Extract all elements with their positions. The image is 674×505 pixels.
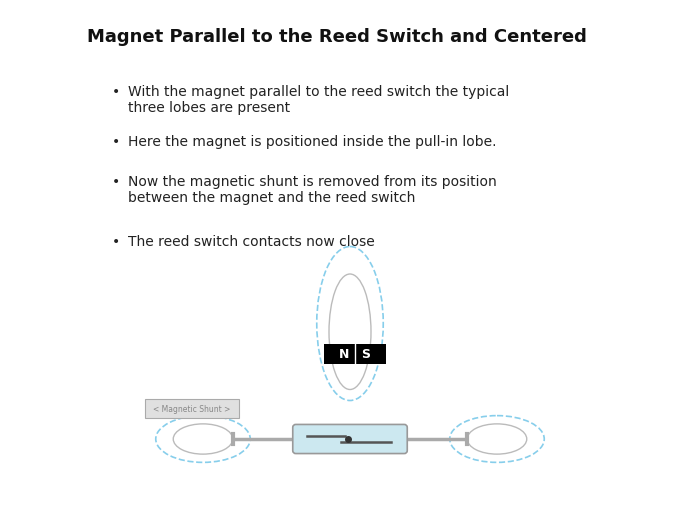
Text: •: • bbox=[112, 234, 120, 248]
FancyBboxPatch shape bbox=[145, 399, 239, 419]
Text: •: • bbox=[112, 135, 120, 148]
Text: Now the magnetic shunt is removed from its position
between the magnet and the r: Now the magnetic shunt is removed from i… bbox=[128, 175, 497, 205]
Text: < Magnetic Shunt >: < Magnetic Shunt > bbox=[153, 405, 231, 414]
Text: Here the magnet is positioned inside the pull-in lobe.: Here the magnet is positioned inside the… bbox=[128, 135, 497, 148]
Text: Magnet Parallel to the Reed Switch and Centered: Magnet Parallel to the Reed Switch and C… bbox=[87, 28, 587, 46]
Text: •: • bbox=[112, 85, 120, 99]
Text: •: • bbox=[112, 175, 120, 189]
Text: N: N bbox=[339, 347, 349, 361]
Text: The reed switch contacts now close: The reed switch contacts now close bbox=[128, 234, 375, 248]
FancyBboxPatch shape bbox=[293, 425, 407, 453]
FancyBboxPatch shape bbox=[324, 344, 386, 364]
Text: With the magnet parallel to the reed switch the typical
three lobes are present: With the magnet parallel to the reed swi… bbox=[128, 85, 510, 115]
Text: S: S bbox=[361, 347, 371, 361]
